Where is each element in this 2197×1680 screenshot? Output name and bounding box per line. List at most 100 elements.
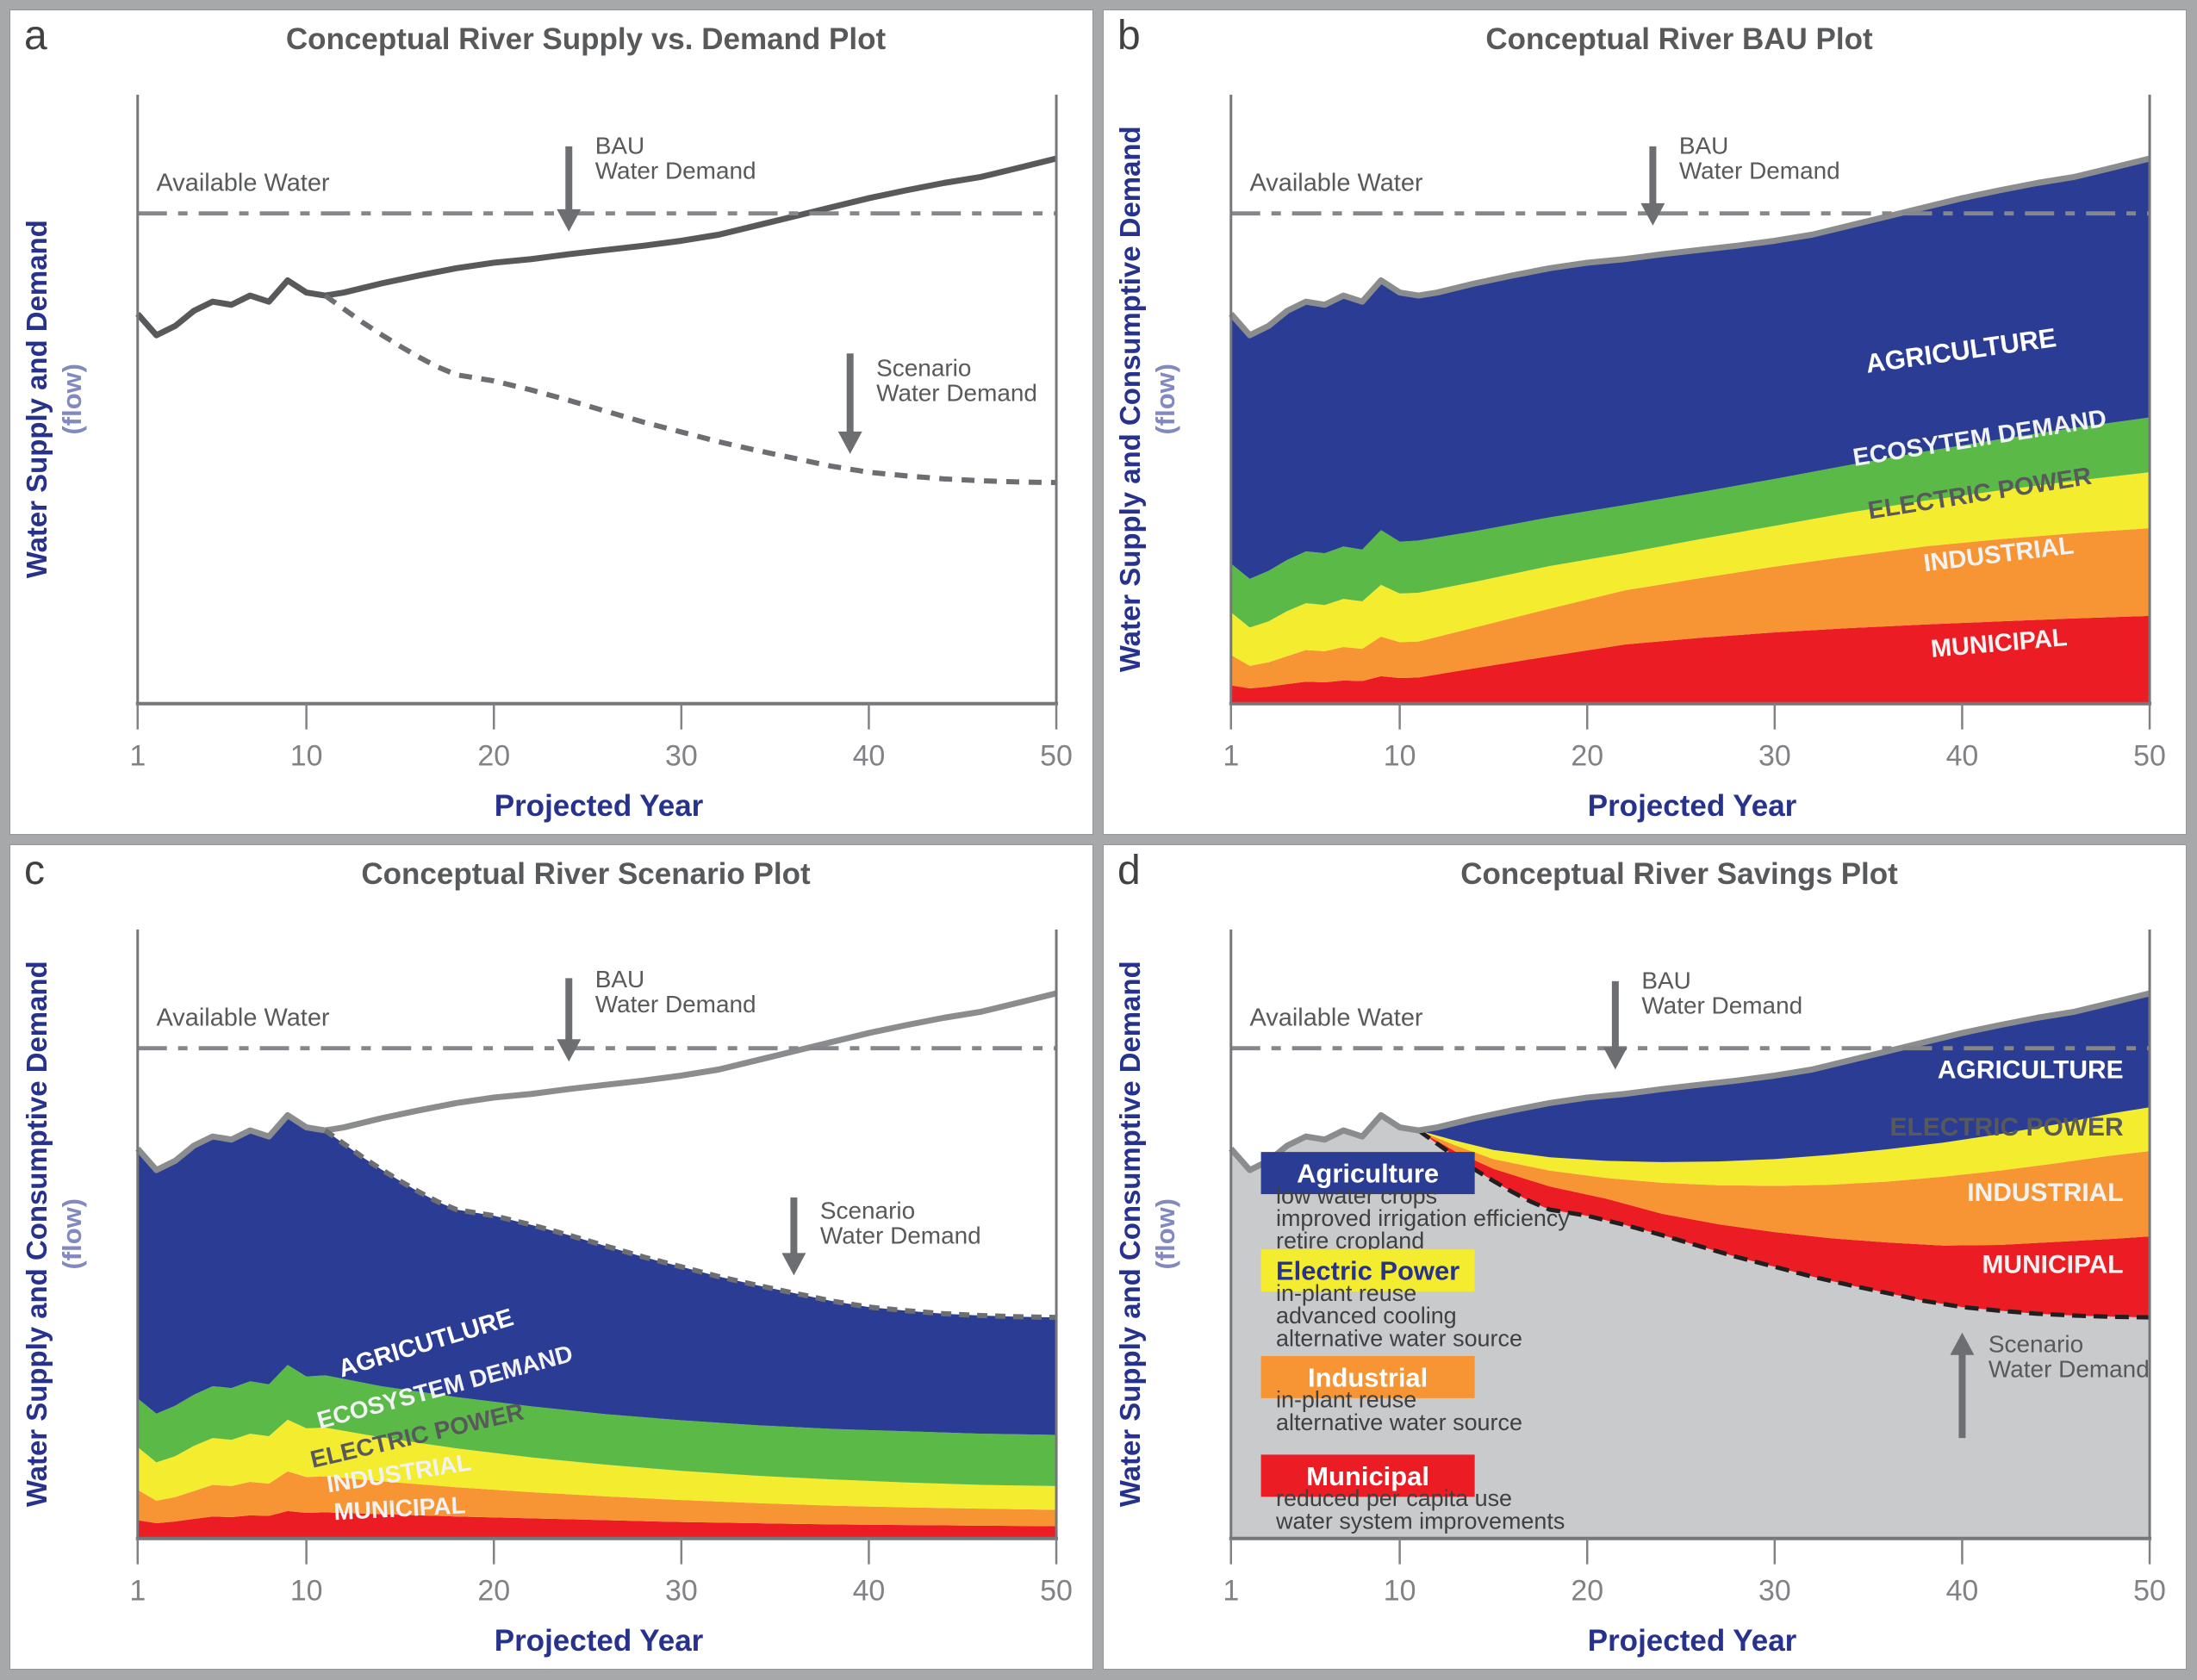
x-tick-label: 40: [853, 740, 886, 773]
x-tick-label: 40: [853, 1575, 886, 1608]
x-axis-label-b: Projected Year: [1587, 789, 1797, 823]
y-axis-label: Water Supply and Demand: [21, 220, 53, 578]
x-tick-label: 50: [2133, 1575, 2166, 1608]
y-axis-flow-label: (flow): [1150, 364, 1180, 434]
electric-power-area: [137, 1419, 1057, 1510]
x-tick-label: 1: [1223, 1575, 1239, 1608]
scenario-arrow-head-icon: [781, 1253, 806, 1276]
y-axis-label: Water Supply and Consumptive Demand: [21, 961, 53, 1507]
bau-arrow-label: Water Demand: [595, 991, 756, 1017]
y-axis-label: Water Supply and Consumptive Demand: [1114, 126, 1146, 672]
plot-svg-a: Available Water 1 10 20 30 40 50 Water Supply a…: [21, 94, 1073, 773]
panel-title-c: Conceptual River Scenario Plot: [361, 857, 811, 891]
x-tick-label: 10: [1384, 740, 1416, 773]
ecosystem-demand-area: [1230, 417, 2150, 628]
gray-base-area: [1230, 1115, 2150, 1539]
agriculture-area: [137, 1115, 1057, 1435]
y-axis-flow-label: (flow): [57, 364, 87, 434]
x-tick-label: 10: [290, 740, 323, 773]
area-label-municipal: MUNICIPAL: [1982, 1251, 2123, 1279]
supply-line: [1229, 155, 2150, 339]
x-tick-label: 50: [2133, 740, 2166, 773]
legend-item: advanced cooling: [1276, 1303, 1457, 1328]
bau-arrow-label: Water Demand: [1679, 157, 1840, 184]
agriculture-savings-area: [1418, 993, 2150, 1162]
x-tick-label: 10: [1384, 1575, 1416, 1608]
industrial-area: [137, 1471, 1057, 1527]
bau-arrow-head-icon: [557, 1039, 582, 1062]
legend-label-agriculture: Agriculture: [1297, 1159, 1439, 1189]
plot-svg-d: Available Water 1 10 20 30 40 50 Water Supply a…: [1114, 929, 2166, 1608]
bau-arrow-head-icon: [1640, 202, 1665, 226]
scenario-dashed-line: [1416, 1129, 2150, 1320]
x-tick-label: 1: [129, 1575, 146, 1608]
x-tick-label: 50: [1040, 1575, 1073, 1608]
area-label-agriculture: AGRICULTURE: [1938, 1055, 2124, 1084]
available-water-label: Available Water: [157, 170, 330, 197]
bau-arrow-head-icon: [557, 208, 582, 232]
industrial-area: [1230, 528, 2150, 689]
scenario-arrow-head-icon: [1950, 1332, 1975, 1355]
x-tick-label: 30: [665, 740, 698, 773]
legend-item: improved irrigation efficiency: [1276, 1205, 1570, 1231]
electric-savings-area: [1418, 1107, 2150, 1186]
legend-swatch-industrial: [1260, 1355, 1475, 1398]
available-water-label: Available Water: [157, 1005, 330, 1032]
agriculture-area: [1230, 159, 2150, 579]
municipal-savings-area: [1418, 1130, 2150, 1318]
bau-water-demand-line: [135, 155, 1057, 339]
available-water-label: Available Water: [1250, 170, 1423, 197]
legend-item: alternative water source: [1276, 1325, 1522, 1351]
bau-arrow-label: BAU: [595, 132, 644, 159]
legend-item: water system improvements: [1275, 1508, 1565, 1534]
bau-arrow-head-icon: [1603, 1047, 1628, 1070]
supply-line: [135, 990, 1057, 1173]
panel-letter-b: b: [1117, 13, 1141, 59]
panel-a: a Conceptual River Supply vs. Demand Plo…: [9, 9, 1093, 835]
municipal-area: [1230, 615, 2150, 704]
x-tick-label: 30: [1758, 740, 1791, 773]
available-water-label: Available Water: [1250, 1005, 1423, 1032]
ecosystem-demand-area: [137, 1365, 1057, 1486]
panel-letter-c: c: [24, 848, 45, 893]
scenario-arrow-label: Scenario: [1989, 1330, 2083, 1357]
y-axis-label: Water Supply and Consumptive Demand: [1114, 961, 1146, 1507]
x-tick-label: 1: [129, 740, 146, 773]
x-axis-label-d: Projected Year: [1587, 1624, 1797, 1658]
plot-svg-c: Available Water 1 10 20 30 40 50 Water Supply a…: [21, 929, 1073, 1608]
bau-arrow-label: BAU: [1641, 967, 1690, 993]
panel-letter-a: a: [24, 13, 47, 59]
legend-item: low water crops: [1276, 1183, 1437, 1209]
x-tick-label: 20: [477, 740, 510, 773]
x-tick-label: 1: [1223, 740, 1239, 773]
scenario-arrow-label: Scenario: [820, 1198, 915, 1224]
y-axis-flow-label: (flow): [57, 1198, 87, 1269]
panel-title-b: Conceptual River BAU Plot: [1485, 22, 1873, 56]
legend-swatch-electric-power: [1260, 1249, 1475, 1292]
bau-arrow-label: BAU: [1679, 132, 1728, 159]
x-tick-label: 40: [1946, 1575, 1979, 1608]
legend-item: alternative water source: [1276, 1409, 1522, 1435]
panel-letter-d: d: [1117, 848, 1141, 893]
area-label-industrial: INDUSTRIAL: [1967, 1179, 2123, 1207]
x-tick-label: 30: [665, 1575, 698, 1608]
x-tick-label: 20: [477, 1575, 510, 1608]
legend-item: in-plant reuse: [1276, 1387, 1416, 1413]
bau-arrow-label: Water Demand: [595, 157, 756, 184]
panel-d: d Conceptual River Savings Plot Availabl…: [1103, 844, 2187, 1670]
legend-label-industrial: Industrial: [1308, 1362, 1428, 1392]
panel-b: b Conceptual River BAU Plot Available Wa…: [1103, 9, 2187, 835]
panel-c: c Conceptual River Scenario Plot Availab…: [9, 844, 1093, 1670]
plot-svg-b: Available Water 1 10 20 30 40 50 Water Supply a…: [1114, 94, 2166, 773]
legend-label-municipal: Municipal: [1306, 1461, 1429, 1491]
legend-swatch-agriculture: [1260, 1152, 1475, 1195]
y-axis-flow-label: (flow): [1150, 1198, 1180, 1269]
bau-arrow-label: Water Demand: [1641, 992, 1802, 1018]
legend-item: in-plant reuse: [1276, 1280, 1416, 1306]
scenario-arrow-label: Water Demand: [820, 1223, 981, 1249]
bau-arrow-label: BAU: [595, 966, 644, 992]
legend-item: reduced per capita use: [1276, 1485, 1512, 1511]
x-axis-label-c: Projected Year: [494, 1624, 704, 1658]
x-tick-label: 10: [290, 1575, 323, 1608]
